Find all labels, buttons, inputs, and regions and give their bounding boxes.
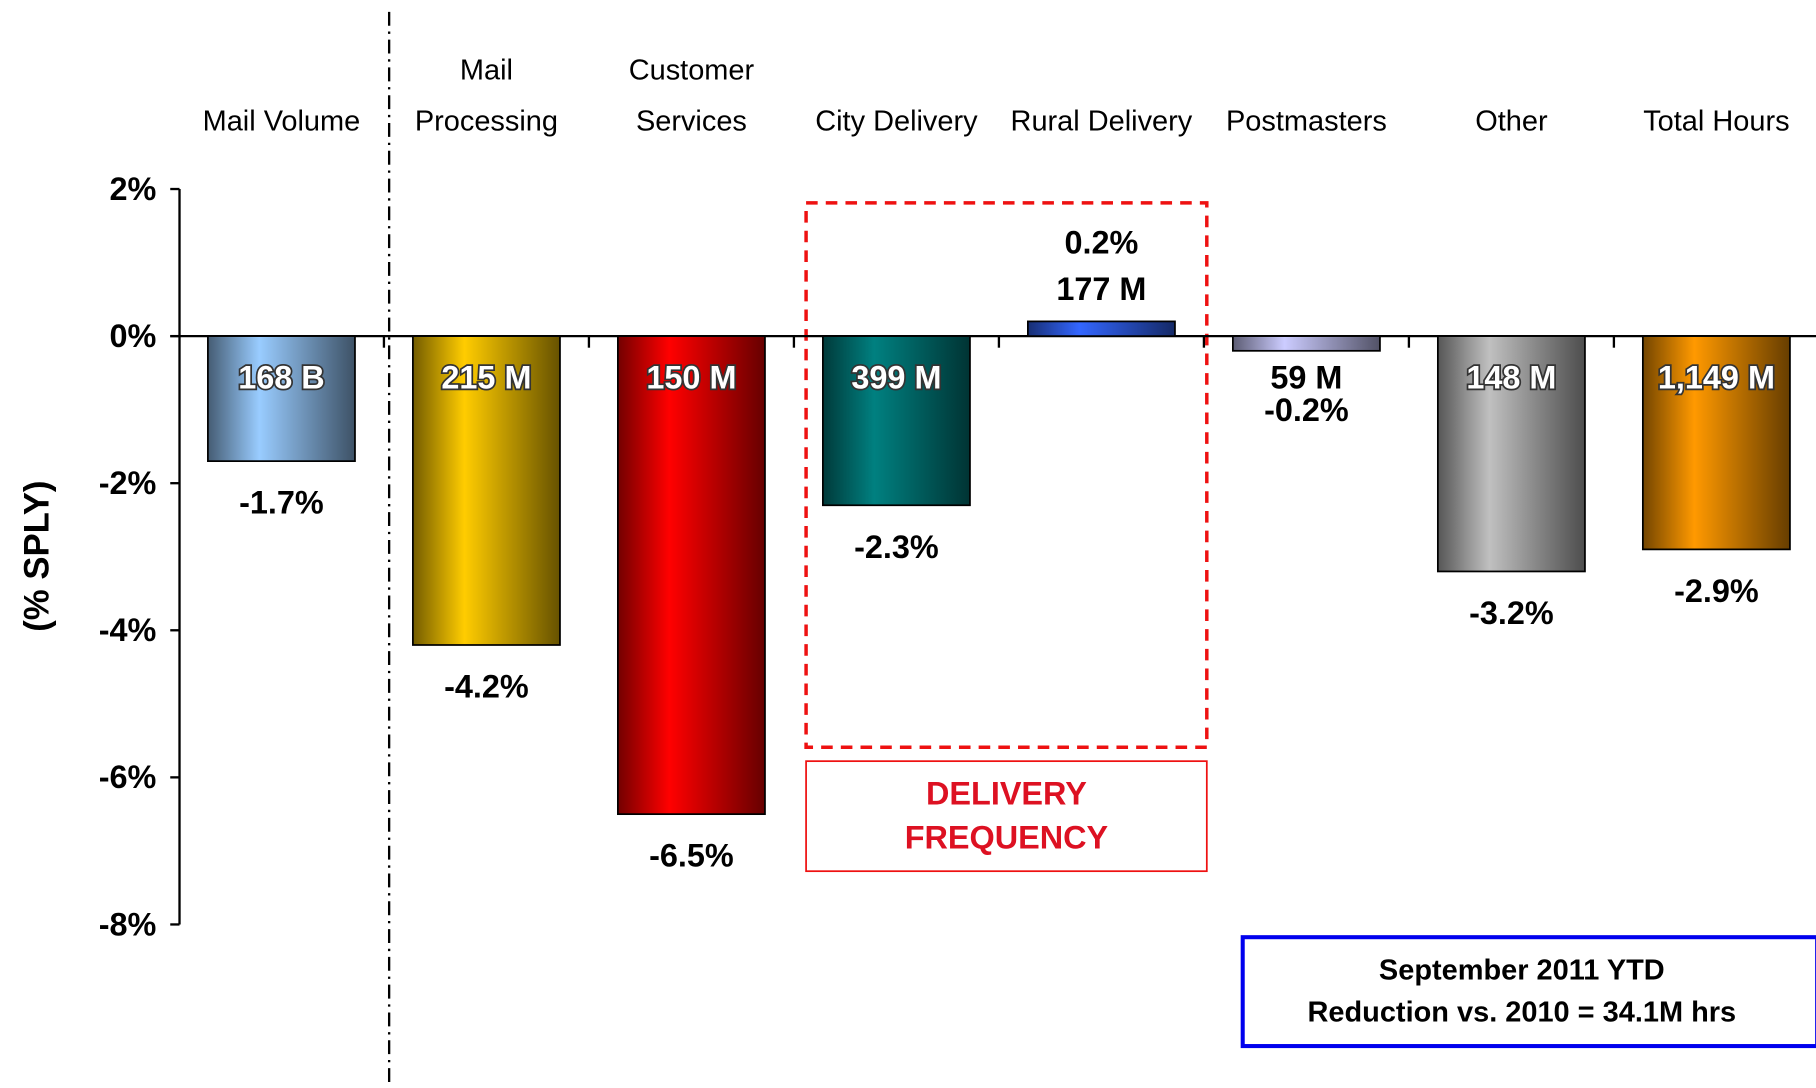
bar-shade: [1642, 336, 1790, 550]
note: Reduction vs. 2010 = 34.1M hrs: [1308, 996, 1737, 1028]
annotation-box: [805, 760, 1208, 873]
amount-label: 148 M: [1466, 360, 1556, 396]
bar-shade: [412, 336, 560, 645]
value-label: -0.2%: [1264, 392, 1349, 428]
bar-shade: [822, 336, 970, 506]
note: September 2011 YTD: [1379, 955, 1665, 987]
annotation: DELIVERY: [926, 775, 1087, 811]
bar-shade: [1232, 336, 1380, 351]
value-label: -2.9%: [1674, 573, 1759, 609]
y-tick-label: 0%: [110, 318, 157, 354]
bar-shade: [1027, 321, 1175, 337]
amount-label: 215 M: [441, 360, 531, 396]
y-tick-label: -2%: [99, 465, 157, 501]
amount-label: 59 M: [1270, 360, 1342, 396]
amount-label: 168 B: [238, 360, 324, 396]
value-label: -6.5%: [649, 838, 734, 874]
value-label: -4.2%: [444, 669, 529, 705]
value-label: 0.2%: [1064, 225, 1138, 261]
y-tick-label: -4%: [99, 612, 157, 648]
x-tick-label: Processing: [415, 106, 558, 138]
amount-label: 1,149 M: [1658, 360, 1775, 396]
y-tick-label: -8%: [99, 906, 157, 942]
note-box: [1240, 935, 1816, 1049]
bar-shade: [617, 336, 765, 815]
amount-label: 177 M: [1056, 271, 1146, 307]
highlight-box: [804, 201, 1209, 749]
annotation: FREQUENCY: [905, 819, 1109, 855]
y-tick-label: -6%: [99, 759, 157, 795]
x-tick-label: City Delivery: [815, 106, 978, 138]
x-tick-label: Rural Delivery: [1011, 106, 1193, 138]
bar-shade: [207, 336, 355, 462]
y-axis-label: (% SPLY): [19, 481, 57, 632]
x-tick-label: Mail: [460, 55, 513, 87]
x-tick-label: Services: [636, 106, 747, 138]
x-tick-label: Customer: [629, 55, 755, 87]
x-tick-label: Total Hours: [1643, 106, 1789, 138]
x-tick-label: Mail Volume: [203, 106, 361, 138]
value-label: -3.2%: [1469, 595, 1554, 631]
y-tick-label: 2%: [110, 171, 157, 207]
amount-label: 150 M: [646, 360, 736, 396]
x-tick-label: Postmasters: [1226, 106, 1387, 138]
value-label: -1.7%: [239, 485, 324, 521]
bar-shade: [1437, 336, 1585, 572]
x-tick-label: Other: [1475, 106, 1548, 138]
value-label: -2.3%: [854, 529, 939, 565]
amount-label: 399 M: [851, 360, 941, 396]
